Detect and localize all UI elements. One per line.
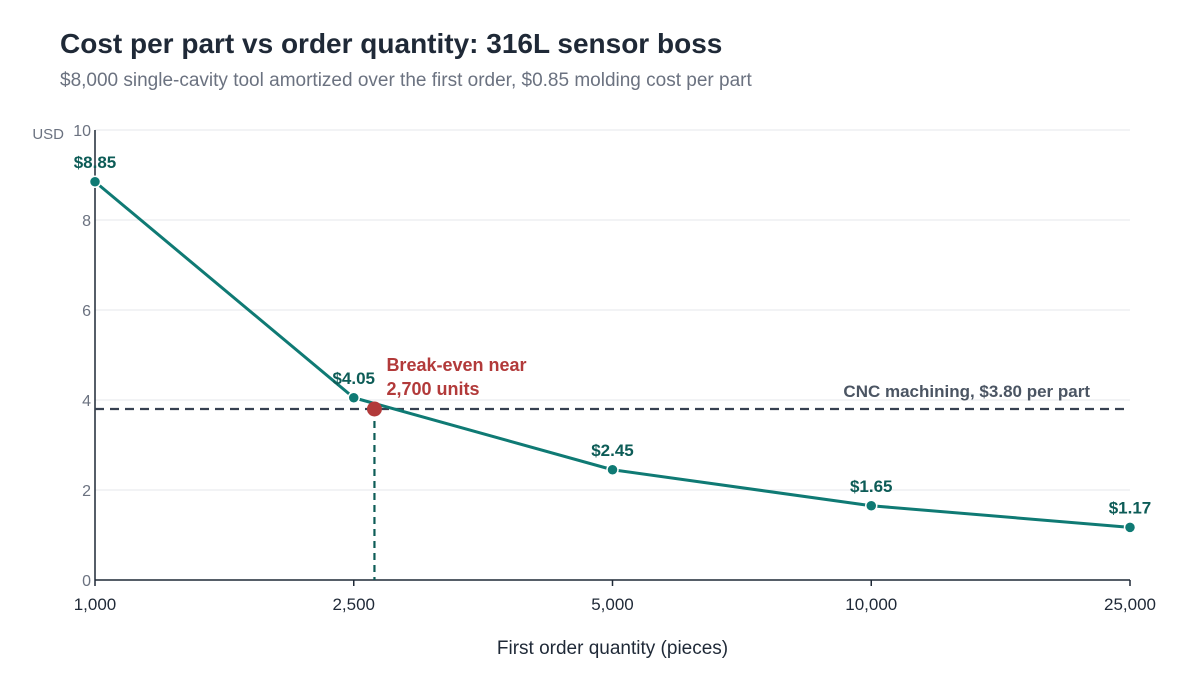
axes: 0 2 4 6 8 10 1,000 2,500 5,000 10,000 25,000 First … (32, 123, 1156, 659)
y-tick-label: 2 (82, 483, 91, 500)
gridlines (95, 129, 1130, 491)
x-tick-label: 2,500 (332, 595, 375, 614)
breakeven-annotation: 2,700 units (386, 379, 479, 399)
data-label: $8.85 (74, 153, 117, 172)
data-label: $2.45 (591, 441, 634, 460)
data-point (865, 499, 878, 512)
data-label: $1.17 (1109, 498, 1152, 517)
y-axis-unit-label: USD (32, 126, 64, 143)
data-point (1123, 521, 1137, 534)
breakeven-annotation: Break-even near (386, 355, 526, 375)
data-point (606, 463, 619, 476)
x-tick-label: 25,000 (1104, 595, 1156, 614)
x-tick-label: 1,000 (74, 595, 117, 614)
reference-line-label: CNC machining, $3.80 per part (843, 382, 1090, 401)
series-layer (88, 175, 1137, 534)
y-tick-label: 10 (73, 123, 91, 140)
reference-layer: CNC machining, $3.80 per part (95, 382, 1130, 580)
y-tick-label: 4 (82, 393, 91, 410)
y-tick-label: 8 (82, 213, 91, 230)
label-layer: $8.85 $4.05 $2.45 $1.65 $1.17 Break-even near… (74, 153, 1152, 518)
y-tick-label: 6 (82, 303, 91, 320)
data-point (347, 391, 360, 404)
x-axis-title: First order quantity (pieces) (497, 638, 728, 659)
x-tick-label: 5,000 (591, 595, 634, 614)
data-label: $1.65 (850, 477, 893, 496)
breakeven-marker (366, 401, 382, 417)
data-label: $4.05 (332, 369, 375, 388)
chart-subtitle: $8,000 single-cavity tool amortized over… (60, 70, 752, 91)
chart-title: Cost per part vs order quantity: 316L se… (60, 28, 723, 59)
data-point (88, 175, 102, 188)
x-tick-label: 10,000 (845, 595, 897, 614)
y-tick-label: 0 (82, 573, 91, 590)
